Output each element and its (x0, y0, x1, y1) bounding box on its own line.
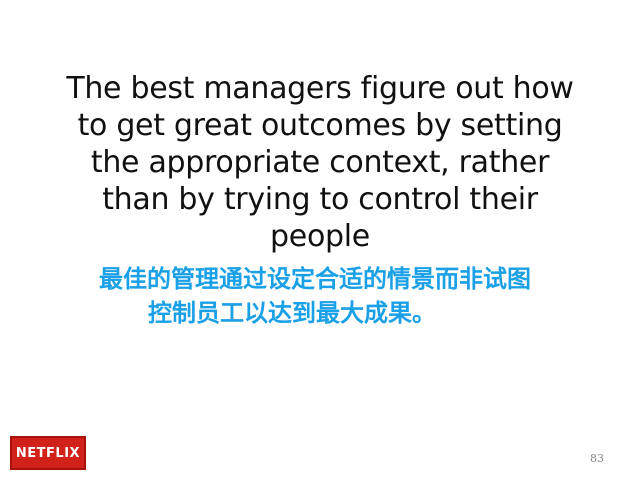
quote-line-2: to get great outcomes by setting (77, 108, 563, 143)
quote-line-4: than by trying to control their (102, 182, 538, 217)
english-quote: The best managers figure out how to get … (30, 70, 610, 255)
netflix-logo: NETFLIX (10, 436, 86, 470)
quote-line-5: people (270, 219, 370, 254)
translation-line-2: 控制员工以达到最大成果。 (148, 299, 436, 327)
translation-line-1: 最佳的管理通过设定合适的情景而非试图 (99, 265, 531, 293)
quote-line-3: the appropriate context, rather (90, 145, 550, 180)
chinese-translation: 最佳的管理通过设定合适的情景而非试图 控制员工以达到最大成果。 (40, 262, 600, 330)
logo-text: NETFLIX (15, 445, 81, 461)
page-number: 83 (590, 452, 604, 465)
quote-line-1: The best managers figure out how (66, 71, 574, 106)
